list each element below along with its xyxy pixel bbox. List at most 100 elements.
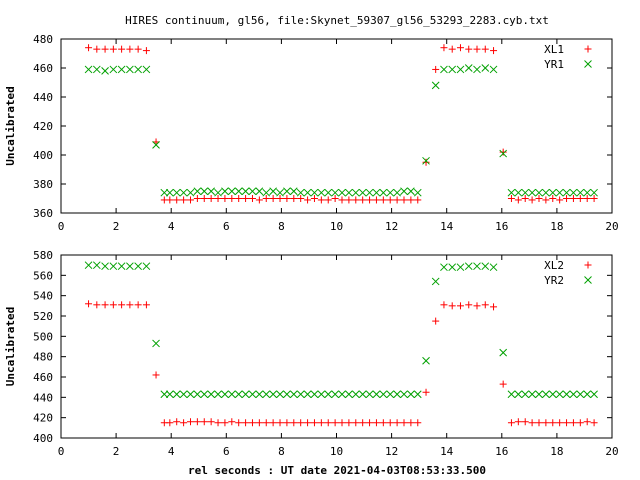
data-point bbox=[283, 390, 291, 399]
data-point bbox=[134, 301, 142, 309]
data-point bbox=[289, 187, 298, 196]
data-point bbox=[276, 419, 284, 427]
data-point bbox=[109, 262, 118, 271]
data-point bbox=[160, 188, 169, 197]
data-point bbox=[193, 390, 202, 399]
data-point bbox=[569, 195, 577, 202]
data-point bbox=[241, 187, 250, 196]
series-xl2 bbox=[85, 300, 598, 427]
data-point bbox=[456, 302, 464, 310]
data-point bbox=[465, 301, 473, 309]
data-point bbox=[152, 371, 160, 379]
data-point bbox=[126, 45, 134, 53]
data-point bbox=[358, 188, 367, 197]
data-point bbox=[317, 188, 326, 197]
data-point bbox=[422, 156, 430, 165]
data-point bbox=[118, 45, 126, 53]
data-point bbox=[431, 277, 440, 286]
x-tick-label: 16 bbox=[495, 220, 508, 233]
data-point bbox=[473, 302, 481, 310]
x-tick-label: 8 bbox=[278, 220, 285, 233]
data-point bbox=[234, 187, 243, 196]
data-point bbox=[269, 187, 277, 196]
data-point bbox=[324, 196, 332, 204]
data-point bbox=[352, 419, 360, 427]
x-tick-label: 20 bbox=[605, 445, 618, 458]
data-point bbox=[262, 195, 270, 202]
data-point bbox=[372, 196, 380, 204]
x-tick-label: 16 bbox=[495, 445, 508, 458]
data-point bbox=[262, 390, 271, 399]
data-point bbox=[481, 64, 490, 72]
data-point bbox=[92, 261, 101, 270]
data-point bbox=[290, 195, 298, 202]
data-point bbox=[440, 263, 448, 272]
data-point bbox=[262, 188, 271, 197]
data-point bbox=[160, 390, 169, 399]
data-point bbox=[535, 390, 543, 399]
x-tick-label: 4 bbox=[168, 445, 175, 458]
series-xl1 bbox=[85, 44, 598, 204]
data-point bbox=[448, 45, 456, 53]
x-tick-label: 0 bbox=[58, 220, 65, 233]
data-point bbox=[118, 301, 126, 309]
data-point bbox=[126, 301, 134, 309]
data-point bbox=[173, 196, 181, 204]
data-point bbox=[227, 390, 236, 399]
data-point bbox=[528, 196, 536, 204]
data-point bbox=[481, 262, 490, 271]
data-point bbox=[214, 419, 222, 427]
y-tick-label: 480 bbox=[33, 351, 53, 364]
y-tick-label: 400 bbox=[33, 149, 53, 162]
data-point bbox=[324, 188, 333, 197]
data-point bbox=[555, 390, 564, 399]
data-point bbox=[366, 419, 374, 427]
legend-marker bbox=[584, 60, 592, 68]
data-point bbox=[514, 390, 523, 399]
data-point bbox=[214, 390, 222, 399]
data-point bbox=[464, 262, 473, 271]
data-point bbox=[283, 195, 291, 202]
data-point bbox=[296, 188, 305, 197]
y-tick-label: 460 bbox=[33, 371, 53, 384]
data-point bbox=[255, 187, 264, 196]
data-point bbox=[359, 196, 367, 204]
data-point bbox=[521, 195, 529, 202]
series-yr1 bbox=[84, 64, 598, 197]
data-point bbox=[180, 196, 188, 204]
data-point bbox=[338, 188, 346, 197]
data-point bbox=[440, 44, 448, 52]
data-point bbox=[542, 419, 550, 427]
data-point bbox=[134, 262, 142, 271]
x-tick-label: 18 bbox=[550, 445, 563, 458]
data-point bbox=[117, 65, 126, 74]
data-point bbox=[528, 390, 536, 399]
data-point bbox=[576, 419, 584, 427]
data-point bbox=[407, 196, 415, 204]
x-tick-label: 12 bbox=[385, 445, 398, 458]
data-point bbox=[109, 45, 117, 53]
data-point bbox=[583, 195, 591, 202]
data-point bbox=[269, 419, 277, 427]
data-point bbox=[93, 301, 101, 309]
data-point bbox=[166, 196, 174, 204]
x-tick-label: 18 bbox=[550, 220, 563, 233]
data-point bbox=[514, 196, 522, 204]
data-point bbox=[296, 390, 305, 399]
data-point bbox=[569, 188, 578, 197]
data-point bbox=[432, 317, 440, 325]
data-point bbox=[242, 419, 250, 427]
data-point bbox=[283, 419, 291, 427]
y-tick-label: 520 bbox=[33, 310, 53, 323]
data-point bbox=[499, 149, 508, 158]
data-point bbox=[473, 262, 481, 271]
data-point bbox=[352, 196, 360, 204]
data-point bbox=[583, 188, 592, 197]
data-point bbox=[324, 390, 333, 399]
legend-marker bbox=[584, 45, 592, 53]
y-tick-label: 380 bbox=[33, 178, 53, 191]
plot-frame bbox=[60, 38, 613, 214]
data-point bbox=[310, 195, 318, 202]
data-point bbox=[345, 390, 353, 399]
